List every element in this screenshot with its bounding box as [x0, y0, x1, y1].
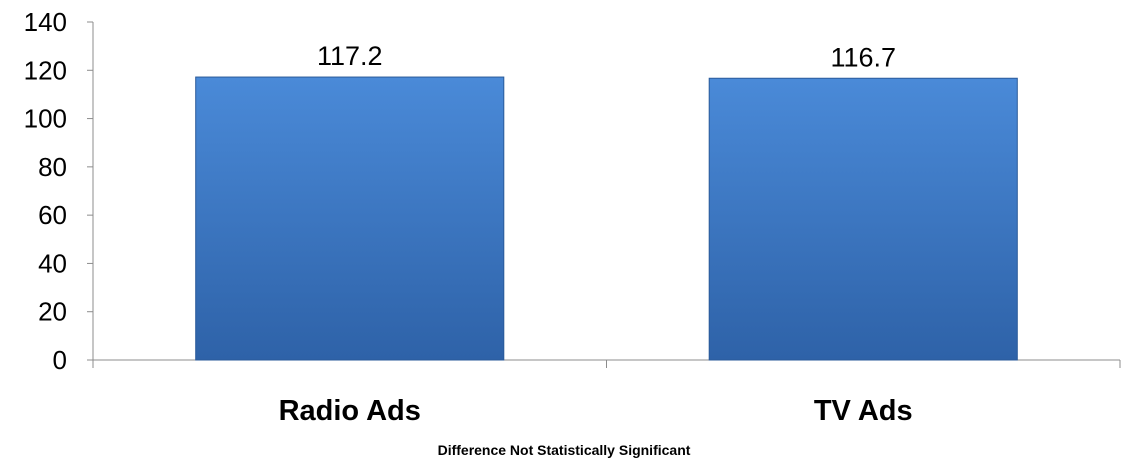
y-tick-label: 60: [38, 200, 67, 230]
y-tick-label: 140: [24, 7, 67, 37]
footnote: Difference Not Statistically Significant: [438, 442, 691, 458]
y-tick-label: 20: [38, 297, 67, 327]
data-label: 116.7: [830, 42, 896, 72]
bar: [708, 77, 1018, 361]
x-category-label: TV Ads: [814, 395, 913, 427]
x-category-label: Radio Ads: [279, 395, 421, 427]
data-label: 117.2: [317, 41, 383, 71]
y-tick-label: 40: [38, 248, 67, 278]
x-axis: Radio Ads TV Ads: [92, 359, 1121, 427]
y-tick-label: 80: [38, 152, 67, 182]
bars: 117.2 116.7: [195, 41, 1018, 361]
y-tick-label: 100: [24, 104, 67, 134]
y-tick-label: 0: [53, 345, 67, 375]
y-tick-label: 120: [24, 55, 67, 85]
bar: [195, 76, 505, 361]
y-axis: 0 20 40 60 80 100 120 140: [24, 7, 94, 375]
